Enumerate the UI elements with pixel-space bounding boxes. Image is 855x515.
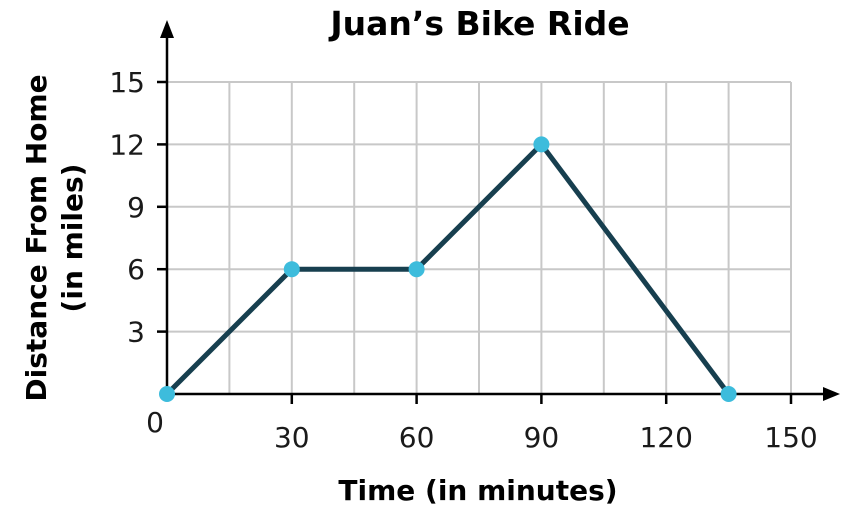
series [159, 136, 737, 402]
y-tick-label: 12 [109, 128, 145, 161]
data-point [720, 386, 737, 402]
x-tick-label: 0 [146, 406, 164, 439]
y-axis-label-line2: (in miles) [56, 164, 89, 313]
chart-title: Juan’s Bike Ride [328, 4, 629, 43]
y-axis-label-line1: Distance From Home [20, 74, 53, 401]
y-axis-arrow [160, 20, 174, 38]
y-tick-label: 15 [109, 66, 145, 99]
x-axis-label: Time (in minutes) [338, 474, 617, 507]
y-tick-label: 9 [127, 191, 145, 224]
x-axis-arrow [823, 387, 840, 401]
data-point [408, 261, 425, 278]
grid [167, 81, 792, 394]
x-tick-label: 30 [274, 421, 310, 454]
axes [157, 20, 840, 404]
data-point [159, 386, 175, 402]
x-tick-label: 120 [639, 421, 692, 454]
y-tick-label: 3 [127, 316, 145, 349]
data-point [533, 136, 550, 153]
y-tick-label: 6 [127, 253, 145, 286]
data-point [283, 261, 300, 278]
x-tick-label: 150 [764, 421, 817, 454]
tick-labels: 0 30 60 90 120 150 3 6 9 12 15 [109, 66, 817, 454]
x-tick-label: 60 [399, 421, 435, 454]
x-tick-label: 90 [524, 421, 560, 454]
